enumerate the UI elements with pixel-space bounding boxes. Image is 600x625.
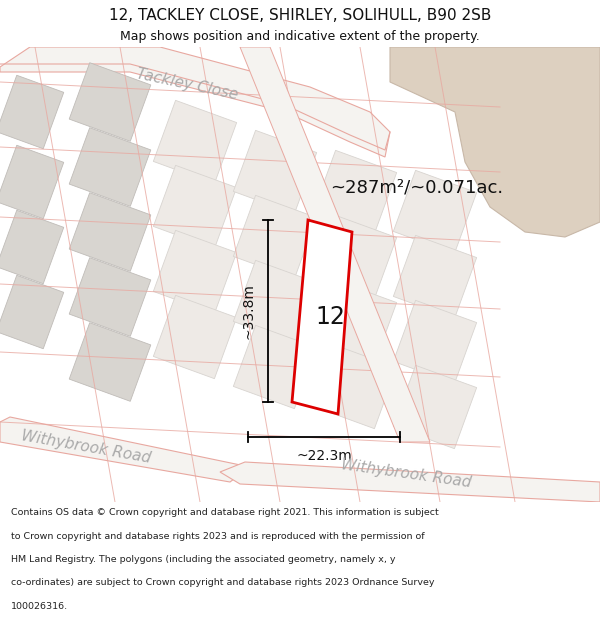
- Polygon shape: [154, 166, 236, 249]
- Polygon shape: [313, 281, 397, 364]
- Text: ~33.8m: ~33.8m: [242, 283, 256, 339]
- Polygon shape: [154, 101, 236, 184]
- Polygon shape: [313, 216, 397, 299]
- Text: HM Land Registry. The polygons (including the associated geometry, namely x, y: HM Land Registry. The polygons (includin…: [11, 555, 395, 564]
- Text: 100026316.: 100026316.: [11, 602, 68, 611]
- Polygon shape: [233, 131, 317, 214]
- Polygon shape: [233, 261, 317, 344]
- Polygon shape: [154, 296, 236, 379]
- Polygon shape: [0, 417, 250, 482]
- Polygon shape: [292, 220, 352, 414]
- Polygon shape: [233, 196, 317, 279]
- Polygon shape: [69, 322, 151, 401]
- Polygon shape: [390, 47, 600, 237]
- Polygon shape: [313, 151, 397, 234]
- Polygon shape: [0, 75, 64, 149]
- Polygon shape: [394, 366, 476, 449]
- Polygon shape: [69, 127, 151, 206]
- Text: Withybrook Road: Withybrook Road: [20, 428, 152, 466]
- Polygon shape: [0, 47, 390, 157]
- Polygon shape: [0, 145, 64, 219]
- Polygon shape: [69, 258, 151, 336]
- Text: Contains OS data © Crown copyright and database right 2021. This information is : Contains OS data © Crown copyright and d…: [11, 508, 439, 517]
- Polygon shape: [0, 210, 64, 284]
- Polygon shape: [69, 62, 151, 141]
- Polygon shape: [220, 462, 600, 502]
- Text: to Crown copyright and database rights 2023 and is reproduced with the permissio: to Crown copyright and database rights 2…: [11, 531, 424, 541]
- Polygon shape: [69, 192, 151, 271]
- Polygon shape: [394, 171, 476, 254]
- Polygon shape: [233, 326, 317, 409]
- Polygon shape: [313, 346, 397, 429]
- Text: ~22.3m: ~22.3m: [296, 449, 352, 463]
- Text: 12, TACKLEY CLOSE, SHIRLEY, SOLIHULL, B90 2SB: 12, TACKLEY CLOSE, SHIRLEY, SOLIHULL, B9…: [109, 8, 491, 22]
- Text: Map shows position and indicative extent of the property.: Map shows position and indicative extent…: [120, 30, 480, 43]
- Text: 12: 12: [316, 305, 346, 329]
- Polygon shape: [240, 47, 430, 442]
- Polygon shape: [394, 236, 476, 319]
- Polygon shape: [0, 275, 64, 349]
- Polygon shape: [154, 231, 236, 314]
- Polygon shape: [394, 301, 476, 384]
- Text: Tackley Close: Tackley Close: [135, 66, 239, 102]
- Text: co-ordinates) are subject to Crown copyright and database rights 2023 Ordnance S: co-ordinates) are subject to Crown copyr…: [11, 578, 434, 587]
- Text: Withybrook Road: Withybrook Road: [340, 458, 472, 491]
- Text: ~287m²/~0.071ac.: ~287m²/~0.071ac.: [330, 179, 503, 197]
